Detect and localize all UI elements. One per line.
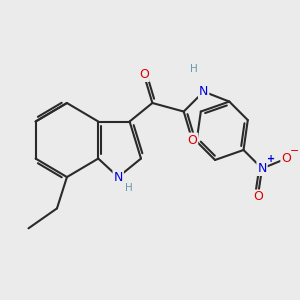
Text: O: O — [139, 68, 149, 81]
Text: O: O — [281, 152, 291, 165]
Text: +: + — [267, 154, 275, 164]
Text: N: N — [199, 85, 208, 98]
Text: N: N — [113, 171, 123, 184]
Text: O: O — [187, 134, 197, 146]
Text: O: O — [253, 190, 263, 203]
Text: H: H — [190, 64, 198, 74]
Text: −: − — [290, 146, 299, 156]
Text: N: N — [257, 162, 267, 175]
Text: H: H — [125, 183, 133, 193]
